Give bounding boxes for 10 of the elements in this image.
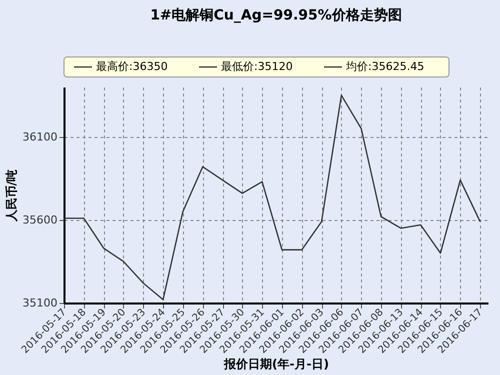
line-series <box>63 94 481 300</box>
y-tick-label: 35600 <box>22 213 58 226</box>
text: 最低价:35120 <box>221 60 293 73</box>
y-tick-label: 36100 <box>22 130 58 144</box>
text: 最高价:36350 <box>96 60 168 73</box>
y-axis-title: 人民币/吨 <box>4 169 19 223</box>
x-axis-title: 报价日期(年-月-日) <box>223 357 329 372</box>
text: 均价:35625.45 <box>345 60 424 73</box>
chart-title: 1#电解铜Cu_Ag=99.95%价格走势图 <box>150 8 402 24</box>
y-tick-label: 35100 <box>22 296 58 310</box>
